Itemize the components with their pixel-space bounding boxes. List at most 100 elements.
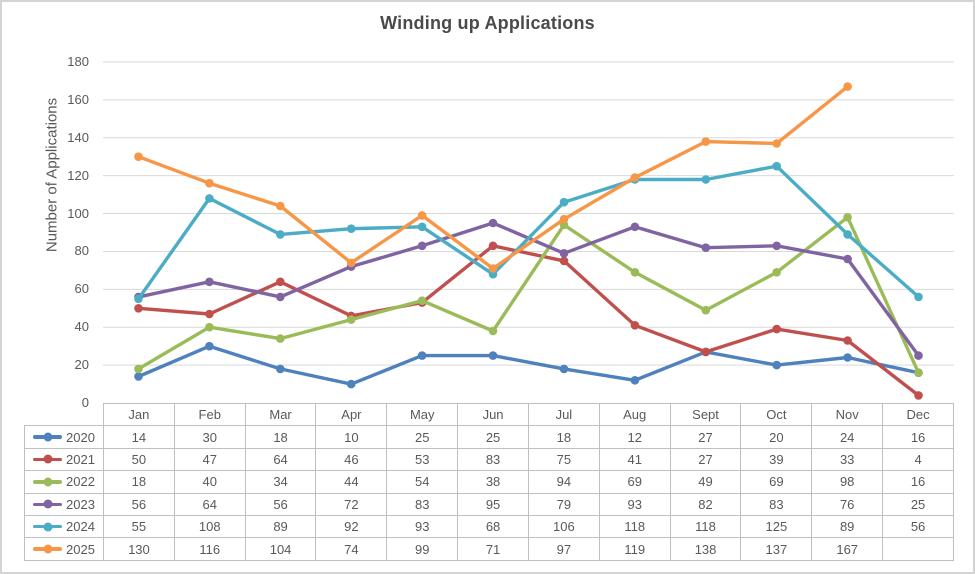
data-point-2024 <box>417 222 427 232</box>
data-point-2023 <box>701 243 711 252</box>
value-cell-2023-apr: 72 <box>315 492 388 516</box>
data-point-2023 <box>914 351 923 360</box>
data-point-2022 <box>488 326 498 336</box>
value-cell-2023-nov: 76 <box>811 492 884 516</box>
legend-marker-icon-2023 <box>43 499 53 509</box>
data-point-2024 <box>346 224 356 233</box>
value-cell-2025-may: 99 <box>386 537 459 561</box>
data-table: Jan Feb Mar Apr May Jun Jul Aug Sept Oct Nov Dec 20… <box>24 402 954 561</box>
month-header-jul: Jul <box>527 402 600 427</box>
data-point-2021 <box>205 309 214 319</box>
y-tick-label-80: 80 <box>74 243 89 259</box>
value-cell-2024-apr: 92 <box>315 514 388 539</box>
y-tick-label-40: 40 <box>74 319 89 335</box>
value-cell-2025-dec <box>882 537 954 561</box>
data-point-2020 <box>276 364 285 374</box>
value-cell-2023-jun: 95 <box>457 492 529 516</box>
value-cell-2024-mar: 89 <box>244 514 317 539</box>
series-line-2022 <box>136 215 921 375</box>
data-point-2020 <box>417 351 427 360</box>
value-cell-2023-feb: 64 <box>173 492 246 516</box>
chart-title: Winding up Applications <box>380 13 595 33</box>
legend-cell-2023: 2023 <box>24 492 104 516</box>
value-cell-2024-may: 93 <box>386 514 459 539</box>
value-cell-2025-jul: 97 <box>527 537 600 561</box>
value-cell-2022-jul: 94 <box>527 470 600 494</box>
data-point-2022 <box>417 296 427 306</box>
value-cell-2022-jun: 38 <box>457 470 529 494</box>
series-2024 <box>134 161 923 304</box>
value-cell-2020-aug: 12 <box>598 425 671 449</box>
data-point-2024 <box>843 230 852 239</box>
value-cell-2025-oct: 137 <box>740 537 813 561</box>
legend-marker-icon-2020 <box>43 432 53 442</box>
legend-marker-icon-2024 <box>43 522 53 532</box>
value-cell-2022-feb: 40 <box>173 470 246 494</box>
y-tick-label-100: 100 <box>67 205 89 221</box>
series-label-2025: 2025 <box>66 541 95 557</box>
value-cell-2022-dec: 16 <box>882 470 954 494</box>
value-cell-2025-apr: 74 <box>315 537 388 561</box>
value-cell-2025-jan: 130 <box>103 537 175 561</box>
data-point-2024 <box>134 294 143 304</box>
data-point-2025 <box>346 258 356 268</box>
data-point-2021 <box>559 256 569 266</box>
value-cell-2021-may: 53 <box>386 447 459 472</box>
value-cell-2021-apr: 46 <box>315 447 388 472</box>
data-point-2023 <box>843 254 852 264</box>
value-cell-2020-jun: 25 <box>457 425 529 449</box>
legend-cell-2024: 2024 <box>24 514 104 539</box>
value-cell-2022-aug: 69 <box>598 470 671 494</box>
series-line-2020 <box>136 344 921 386</box>
data-point-2023 <box>630 222 640 232</box>
y-tick-label-60: 60 <box>74 281 89 297</box>
data-point-2022 <box>914 368 923 378</box>
value-cell-2024-aug: 118 <box>598 514 671 539</box>
data-point-2021 <box>772 324 781 334</box>
value-cell-2021-aug: 41 <box>598 447 671 472</box>
month-header-apr: Apr <box>315 402 388 427</box>
data-point-2020 <box>134 372 143 381</box>
legend-marker-icon-2022 <box>43 477 53 487</box>
value-cell-2020-jan: 14 <box>103 425 175 449</box>
data-point-2023 <box>417 241 427 251</box>
value-cell-2024-nov: 89 <box>811 514 884 539</box>
data-point-2023 <box>276 292 285 302</box>
value-cell-2023-jul: 79 <box>527 492 600 516</box>
series-label-2022: 2022 <box>66 474 95 490</box>
data-point-2024 <box>701 175 711 184</box>
value-cell-2021-nov: 33 <box>811 447 884 472</box>
value-cell-2023-oct: 83 <box>740 492 813 516</box>
value-cell-2022-oct: 69 <box>740 470 813 494</box>
value-cell-2024-jun: 68 <box>457 514 529 539</box>
data-point-2021 <box>843 336 852 345</box>
value-cell-2020-nov: 24 <box>811 425 884 449</box>
table-row-2021: 2021 50 47 64 46 53 83 75 41 27 39 33 4 <box>24 447 954 472</box>
series-2020 <box>134 341 923 389</box>
month-header-feb: Feb <box>173 402 246 427</box>
data-point-2022 <box>843 213 852 222</box>
value-cell-2022-nov: 98 <box>811 470 884 494</box>
value-cell-2020-apr: 10 <box>315 425 388 449</box>
y-tick-label-0: 0 <box>81 395 89 410</box>
value-cell-2025-aug: 119 <box>598 537 671 561</box>
value-cell-2020-sept: 27 <box>669 425 742 449</box>
table-row-2022: 2022 18 40 34 44 54 38 94 69 49 69 98 16 <box>24 470 954 494</box>
value-cell-2024-oct: 125 <box>740 514 813 539</box>
series-label-2021: 2021 <box>66 451 95 467</box>
value-cell-2024-feb: 108 <box>173 514 246 539</box>
series-label-2023: 2023 <box>66 496 95 512</box>
data-point-2023 <box>772 241 781 251</box>
legend-cell-2020: 2020 <box>24 425 104 449</box>
legend-key-icon-2022 <box>33 477 63 487</box>
value-cell-2023-sept: 82 <box>669 492 742 516</box>
value-cell-2025-mar: 104 <box>244 537 317 561</box>
value-cell-2020-may: 25 <box>386 425 459 449</box>
legend-key-icon-2024 <box>33 522 63 532</box>
data-point-2025 <box>630 173 640 182</box>
value-cell-2021-mar: 64 <box>244 447 317 472</box>
value-cell-2022-sept: 49 <box>669 470 742 494</box>
data-point-2022 <box>630 268 640 277</box>
series-label-2024: 2024 <box>66 519 95 535</box>
value-cell-2020-feb: 30 <box>173 425 246 449</box>
